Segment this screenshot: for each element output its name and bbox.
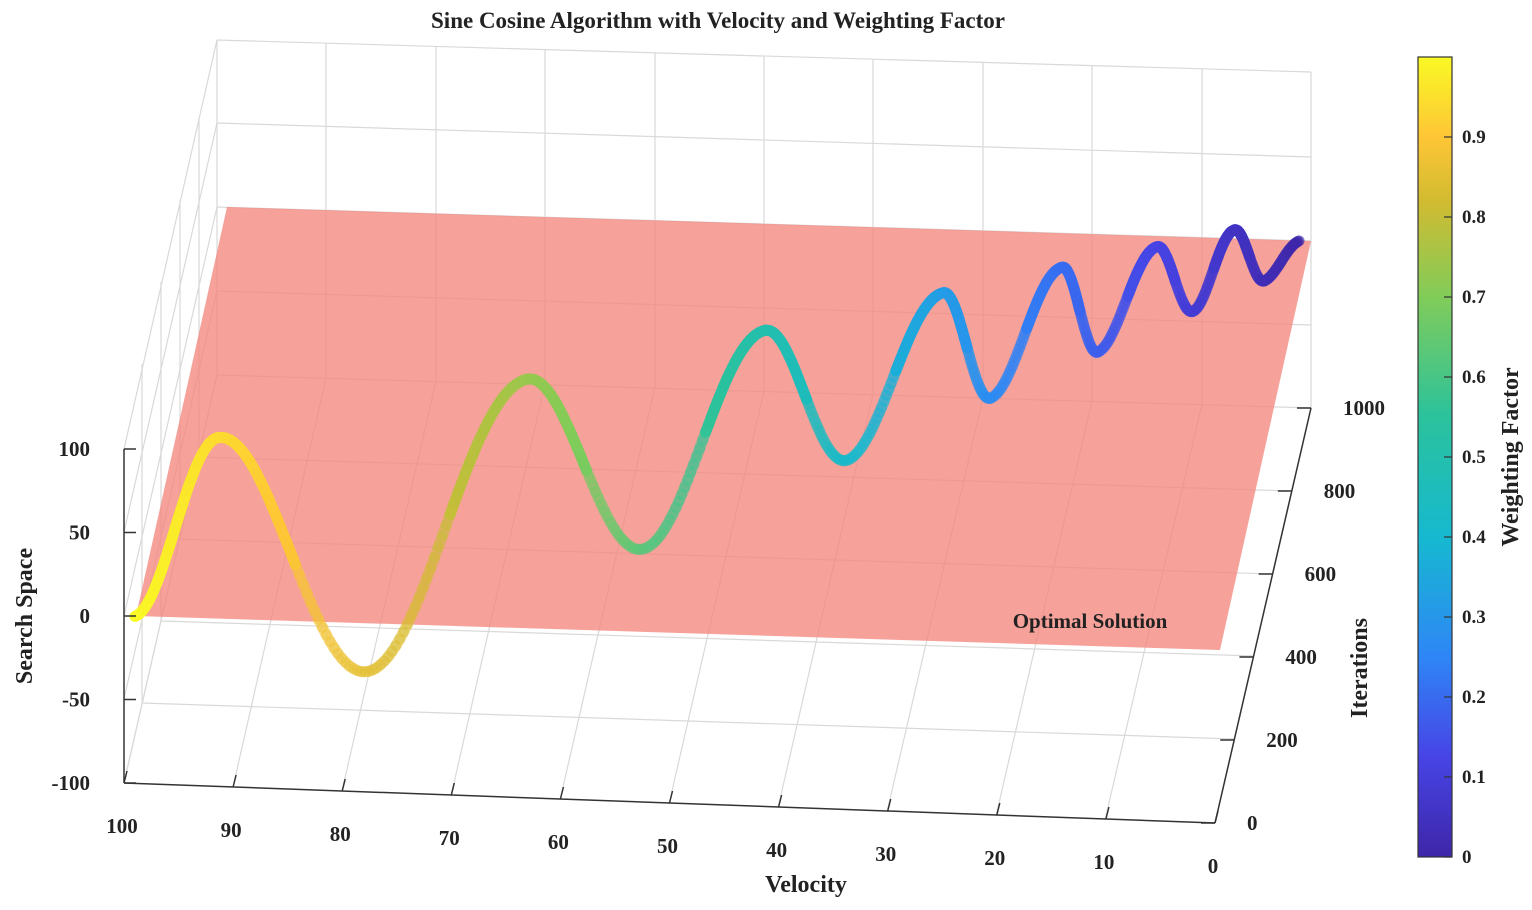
z-tick-label: 0 — [80, 604, 91, 628]
x-tick-label: 90 — [221, 818, 242, 842]
x-ticks: 100 90 80 70 60 50 40 30 20 10 0 — [106, 770, 1219, 878]
colorbar-tick-label: 0.8 — [1462, 207, 1486, 228]
y-axis-line — [1214, 407, 1312, 824]
colorbar-tick-label: 0.7 — [1462, 287, 1486, 308]
x-tick-mark — [341, 778, 346, 792]
colorbar-tick-label: 0.5 — [1462, 447, 1486, 468]
x-tick-mark — [777, 794, 783, 808]
z-axis-label: Search Space — [12, 548, 38, 685]
x-tick-label: 60 — [548, 830, 569, 854]
y-tick-label: 400 — [1285, 645, 1317, 669]
x-tick-label: 80 — [330, 822, 351, 846]
colorbar-tick-label: 0 — [1462, 847, 1472, 868]
colorbar-tick-label: 0.6 — [1462, 367, 1486, 388]
y-tick-label: 1000 — [1343, 396, 1385, 420]
colorbar-label: Weighting Factor — [1498, 367, 1524, 547]
x-tick-label: 20 — [984, 846, 1005, 870]
x-tick-mark — [123, 770, 128, 784]
colorbar-tick-label: 0.4 — [1462, 527, 1486, 548]
x-tick-label: 100 — [106, 814, 138, 838]
y-tick-label: 600 — [1305, 562, 1337, 586]
x-tick-label: 40 — [766, 838, 787, 862]
colorbar-ticks: 0 0.1 0.2 0.3 0.4 0.5 0.6 0.7 0.8 0.9 — [1444, 127, 1486, 868]
z-tick-label: -50 — [62, 688, 90, 712]
x-tick-mark — [559, 786, 565, 800]
x-tick-label: 70 — [439, 826, 460, 850]
x-tick-mark — [232, 774, 237, 788]
x-tick-label: 50 — [657, 834, 678, 858]
z-tick-label: 50 — [69, 521, 90, 545]
colorbar-tick-label: 0.9 — [1462, 127, 1486, 148]
y-tick-label: 0 — [1247, 811, 1258, 835]
colorbar-tick-label: 0.2 — [1462, 687, 1486, 708]
z-tick-label: -100 — [52, 771, 91, 795]
x-tick-mark — [450, 782, 456, 796]
optimal-solution-label: Optimal Solution — [1013, 609, 1168, 633]
x-axis-label: Velocity — [765, 872, 847, 898]
chart-title: Sine Cosine Algorithm with Velocity and … — [431, 8, 1005, 33]
x-tick-mark — [1105, 806, 1110, 820]
y-axis-label: Iterations — [1347, 618, 1373, 718]
y-tick-label: 800 — [1324, 479, 1356, 503]
x-tick-label: 0 — [1208, 854, 1219, 878]
x-tick-mark — [996, 802, 1001, 816]
x-tick-label: 10 — [1093, 850, 1114, 874]
z-ticks: 100 50 0 -50 -100 — [52, 437, 136, 795]
x-tick-label: 30 — [875, 842, 896, 866]
optimal-solution-plane — [136, 207, 1311, 650]
y-ticks: 0 200 400 600 800 1000 — [1201, 396, 1385, 835]
y-tick-label: 200 — [1266, 728, 1298, 752]
z-tick-label: 100 — [59, 437, 91, 461]
x-tick-mark — [668, 790, 674, 804]
x-tick-mark — [1214, 810, 1219, 824]
colorbar-tick-label: 0.1 — [1462, 767, 1486, 788]
colorbar-tick-label: 0.3 — [1462, 607, 1486, 628]
trajectory-curve — [129, 224, 1305, 678]
x-tick-mark — [886, 798, 892, 812]
